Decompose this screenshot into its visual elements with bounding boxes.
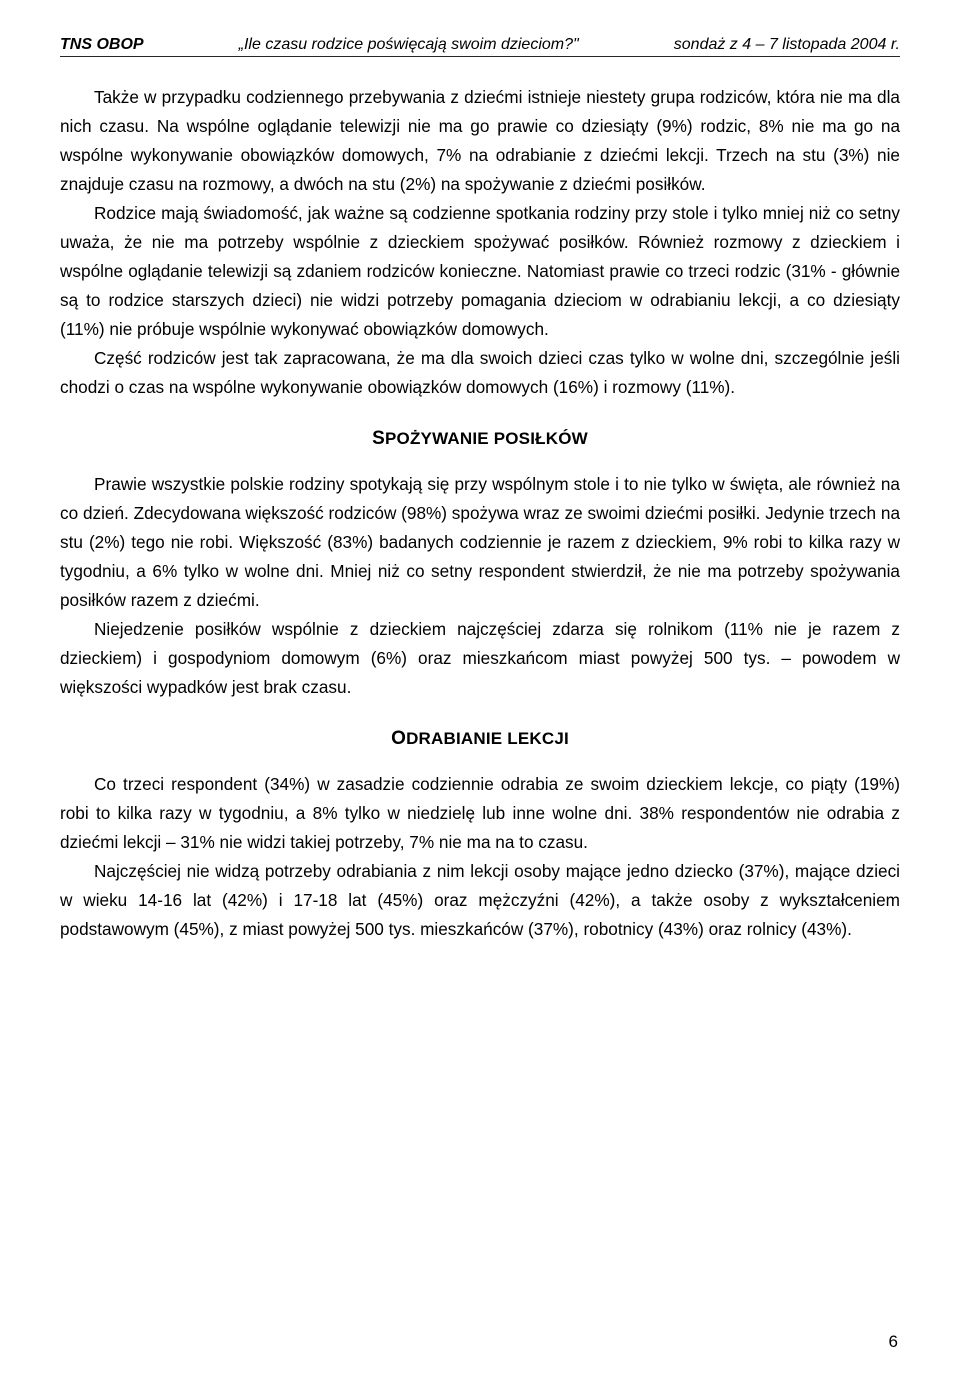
body-text: Także w przypadku codziennego przebywani… bbox=[60, 83, 900, 944]
header-title: „Ile czasu rodzice poświęcają swoim dzie… bbox=[144, 36, 674, 54]
paragraph-3: Część rodziców jest tak zapracowana, że … bbox=[60, 344, 900, 402]
section-heading-homework: ODRABIANIE LEKCJI bbox=[60, 728, 900, 750]
paragraph-5: Niejedzenie posiłków wspólnie z dzieckie… bbox=[60, 615, 900, 702]
paragraph-7: Najczęściej nie widzą potrzeby odrabiani… bbox=[60, 857, 900, 944]
header-source: TNS OBOP bbox=[60, 36, 144, 54]
header-date: sondaż z 4 – 7 listopada 2004 r. bbox=[674, 36, 900, 54]
heading-rest: POŻYWANIE POSIŁKÓW bbox=[385, 429, 588, 448]
heading-initial: S bbox=[372, 428, 385, 449]
paragraph-6: Co trzeci respondent (34%) w zasadzie co… bbox=[60, 770, 900, 857]
section-heading-meals: SPOŻYWANIE POSIŁKÓW bbox=[60, 428, 900, 450]
paragraph-2: Rodzice mają świadomość, jak ważne są co… bbox=[60, 199, 900, 344]
heading-rest: DRABIANIE LEKCJI bbox=[406, 729, 569, 748]
paragraph-4: Prawie wszystkie polskie rodziny spotyka… bbox=[60, 470, 900, 615]
page-number: 6 bbox=[889, 1332, 898, 1352]
paragraph-1: Także w przypadku codziennego przebywani… bbox=[60, 83, 900, 199]
page: TNS OBOP „Ile czasu rodzice poświęcają s… bbox=[0, 0, 960, 1376]
heading-initial: O bbox=[391, 728, 406, 749]
page-header: TNS OBOP „Ile czasu rodzice poświęcają s… bbox=[60, 36, 900, 57]
